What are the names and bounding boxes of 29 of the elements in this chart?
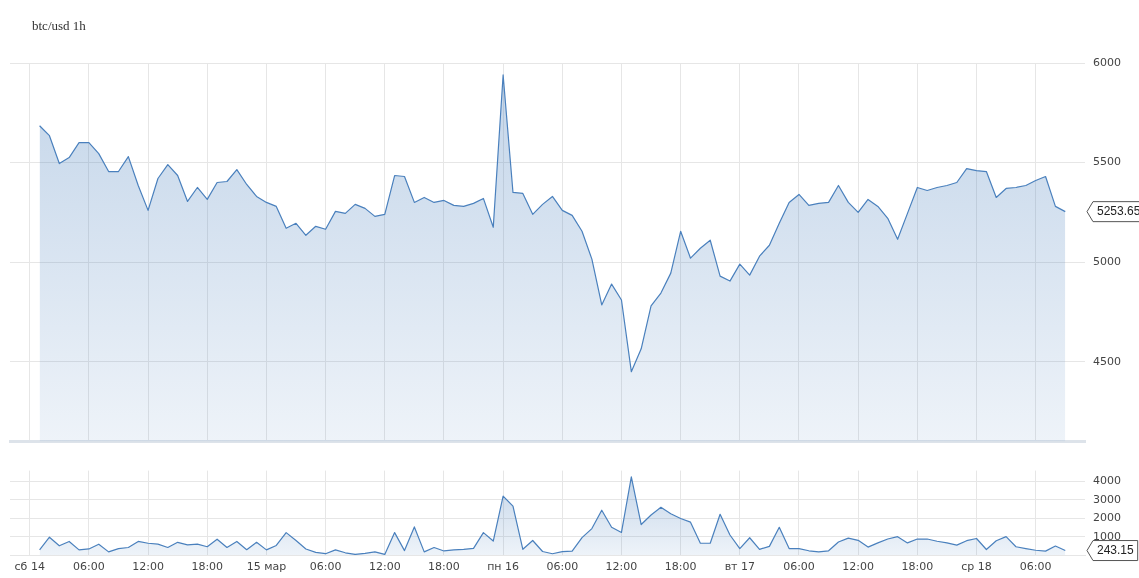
y-tick-label: 5000 [1093,255,1121,269]
text: 5253.65 [1097,203,1139,218]
y-tick-label: 6000 [1093,55,1121,69]
x-tick-label: сб 14 [14,560,45,574]
x-tick-label: 18:00 [664,560,697,574]
y-tick-label: 3000 [1093,492,1121,506]
text: 243.15 [1097,542,1135,557]
x-tick-label: 06:00 [309,560,342,574]
x-tick-label: ср 18 [961,560,992,574]
x-tick-label: 12:00 [368,560,401,574]
chart-title: btc/usd 1h [32,18,86,34]
x-tick-label: 18:00 [428,560,460,574]
y-tick-label: 5500 [1093,155,1121,169]
x-tick-label: 12:00 [605,560,638,574]
x-tick-label: 06:00 [546,560,579,574]
x-tick-label: 06:00 [73,560,105,574]
x-tick-label: 12:00 [842,560,875,574]
x-tick-label: 06:00 [1019,560,1052,574]
y-tick-label: 1000 [1093,529,1121,543]
x-tick-label: 15 мар [246,560,287,574]
y-tick-label: 4000 [1093,474,1121,488]
x-tick-label: пн 16 [487,560,520,574]
x-tick-label: вт 17 [724,560,756,574]
x-tick-label: 06:00 [783,560,815,574]
x-tick-label: 12:00 [132,560,164,574]
x-tick-label: 18:00 [191,560,224,574]
y-tick-label: 4500 [1093,354,1121,368]
x-tick-label: 18:00 [901,560,934,574]
y-tick-label: 2000 [1093,511,1121,525]
